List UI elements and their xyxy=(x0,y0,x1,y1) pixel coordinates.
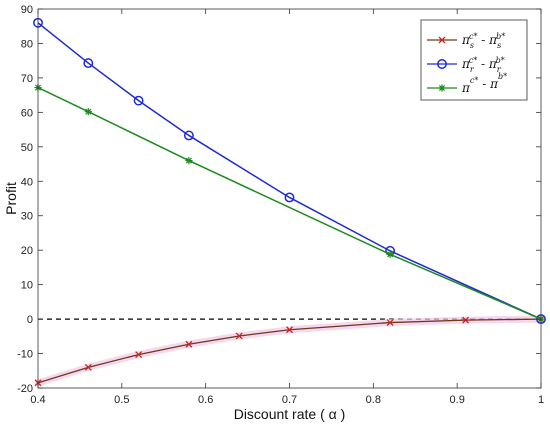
legend: πsc* - πsb*πrc* - πrb*πc* - πb* xyxy=(420,19,528,101)
series-0-point-4 xyxy=(235,332,243,340)
series-2-point-2 xyxy=(185,157,193,165)
legend-label-0-part-2: c* xyxy=(469,32,477,41)
y-tick-label-1: -10 xyxy=(17,349,33,361)
legend-label-2: πc* - πb* xyxy=(461,72,507,95)
y-tick-label-11: 90 xyxy=(21,4,33,16)
legend-marker-1 xyxy=(437,59,447,69)
series-1-point-2 xyxy=(133,95,144,106)
legend-entry-0: πsc* - πsb* xyxy=(427,32,505,50)
y-tick-label-8: 60 xyxy=(21,107,33,119)
legend-label-1-part-4: π xyxy=(488,57,498,71)
ticks-layer: 0.4 0.5 0.6 0.7 0.8 0.9 1 -20 -10 0 10 20 30 40 50 60 70… xyxy=(17,4,544,406)
legend-label-2-part-0: π xyxy=(461,81,471,95)
y-tick-label-2: 0 xyxy=(27,314,33,326)
series-1-point-1 xyxy=(83,58,94,69)
legend-marker-0 xyxy=(438,36,446,44)
legend-label-1-part-2: c* xyxy=(469,56,477,65)
x-tick-label-6: 1 xyxy=(538,394,544,406)
series-0-point-6 xyxy=(386,319,394,326)
legend-label-0-part-6: b* xyxy=(496,32,505,41)
legend-label-1: πrc* - πrb* xyxy=(461,56,505,74)
y-tick-label-6: 40 xyxy=(21,176,33,188)
legend-label-2-part-6: b* xyxy=(498,72,507,81)
series-0-point-7 xyxy=(462,316,470,324)
legend-label-0-part-1: s xyxy=(470,41,474,50)
y-tick-label-3: 10 xyxy=(21,280,33,292)
series-0-point-2 xyxy=(135,351,143,359)
series-2-point-3 xyxy=(386,250,394,258)
legend-label-2-part-4: π xyxy=(489,77,499,91)
legend-label-0-part-3: - xyxy=(477,33,489,47)
y-tick-label-10: 80 xyxy=(21,38,33,50)
legend-entry-1: πrc* - πrb* xyxy=(427,56,505,74)
legend-label-1-part-5: r xyxy=(497,65,502,74)
x-tick-label-0: 0.4 xyxy=(30,394,45,406)
y-axis-label: Profit xyxy=(3,182,19,215)
y-tick-label-7: 50 xyxy=(21,142,33,154)
legend-label-1-part-0: π xyxy=(461,57,471,71)
x-axis-label: Discount rate ( α ) xyxy=(234,406,346,422)
y-tick-label-5: 30 xyxy=(21,211,33,223)
y-tick-label-0: -20 xyxy=(17,383,33,395)
x-tick-label-4: 0.8 xyxy=(366,394,381,406)
legend-label-0-part-5: s xyxy=(497,41,501,50)
series-2-point-1 xyxy=(84,108,92,116)
legend-label-2-part-2: c* xyxy=(470,76,478,85)
legend-entry-2: πc* - πb* xyxy=(427,72,507,95)
series-0-point-1 xyxy=(84,363,92,371)
legend-label-0-part-4: π xyxy=(488,33,498,47)
x-tick-label-1: 0.5 xyxy=(114,394,129,406)
legend-label-0: πsc* - πsb* xyxy=(461,32,505,50)
series-0-point-3 xyxy=(185,340,193,348)
x-tick-label-5: 0.9 xyxy=(450,394,465,406)
legend-marker-2 xyxy=(438,84,446,92)
series-0-point-5 xyxy=(286,326,293,334)
legend-label-0-part-0: π xyxy=(461,33,471,47)
y-tick-label-9: 70 xyxy=(21,73,33,85)
legend-label-1-part-3: - xyxy=(477,57,489,71)
series-1-point-4 xyxy=(284,192,295,203)
x-tick-label-3: 0.7 xyxy=(282,394,297,406)
legend-label-1-part-6: b* xyxy=(496,56,505,65)
y-tick-label-4: 20 xyxy=(21,245,33,257)
legend-box xyxy=(420,19,528,101)
legend-label-1-part-1: r xyxy=(470,65,475,74)
x-tick-label-2: 0.6 xyxy=(198,394,213,406)
legend-label-2-part-3: - xyxy=(478,77,490,91)
series-1-point-3 xyxy=(183,130,194,141)
